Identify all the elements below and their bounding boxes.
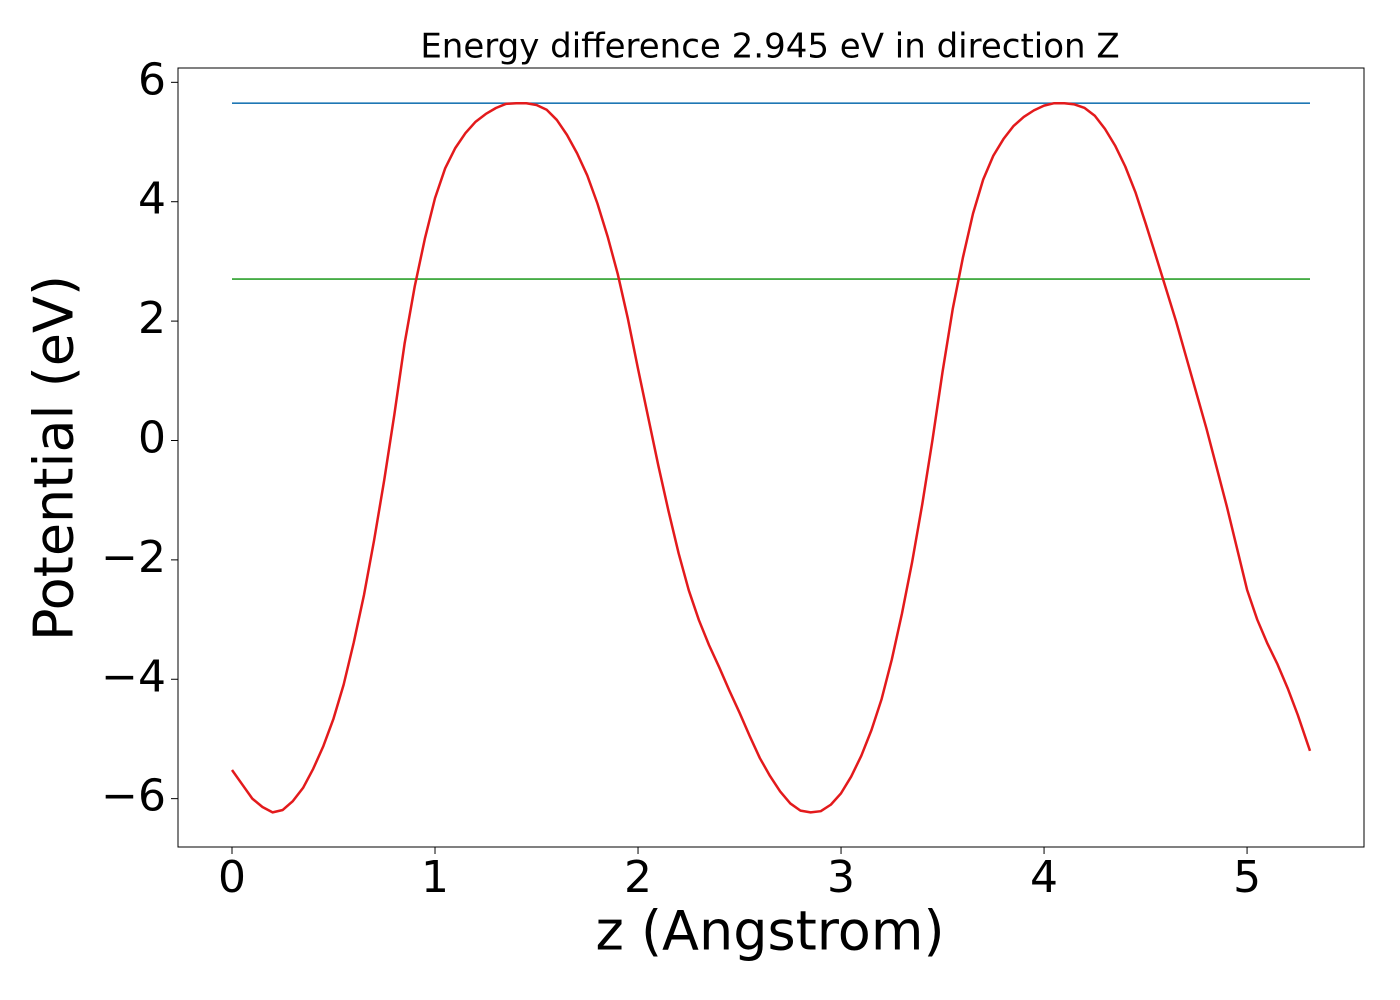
- y-axis-label: Potential (eV): [23, 275, 86, 641]
- x-tick-label: 1: [421, 852, 449, 903]
- y-tick-label: −2: [101, 532, 166, 583]
- x-tick-label: 2: [624, 852, 652, 903]
- y-tick-label: −6: [101, 771, 166, 822]
- y-tick-label: 2: [138, 293, 166, 344]
- y-tick-label: −4: [101, 651, 166, 702]
- y-tick-label: 0: [138, 412, 166, 463]
- x-tick-label: 0: [218, 852, 246, 903]
- x-tick-label: 4: [1030, 852, 1058, 903]
- x-tick-label: 3: [827, 852, 855, 903]
- chart-title: Energy difference 2.945 eV in direction …: [420, 27, 1119, 67]
- y-tick-label: 4: [138, 174, 166, 225]
- line-series: [230, 101, 1312, 814]
- x-tick-label: 5: [1233, 852, 1261, 903]
- x-axis-label: z (Angstrom): [595, 900, 944, 963]
- y-tick-label: 6: [138, 54, 166, 105]
- plot-frame: [177, 67, 1365, 848]
